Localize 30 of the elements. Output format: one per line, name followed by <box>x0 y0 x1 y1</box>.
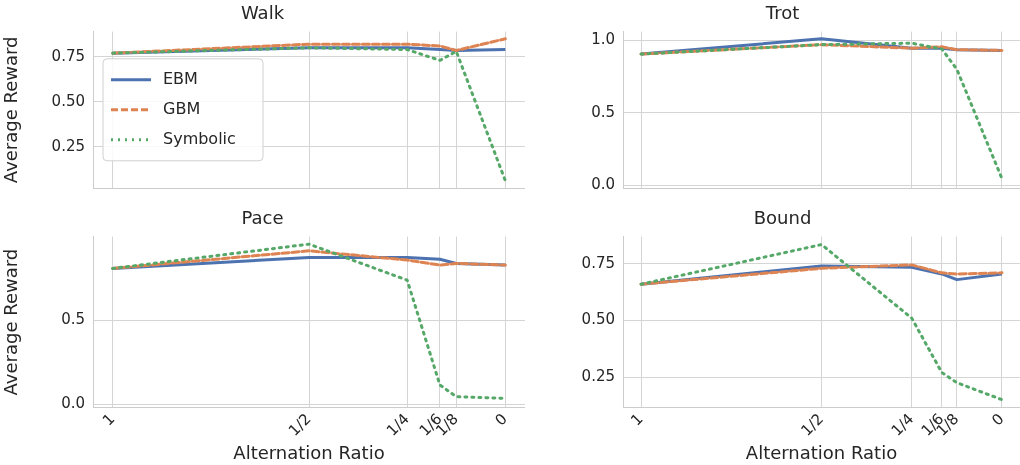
y-tick-label: 0.5 <box>61 310 85 329</box>
y-tick-label: 0.50 <box>51 91 85 110</box>
y-tick-label: 0.75 <box>51 46 85 65</box>
x-tick-label: 0 <box>988 409 1008 430</box>
x-tick-label: 1 <box>98 409 119 430</box>
chart-title: Pace <box>241 207 284 229</box>
y-tick-label: 0.25 <box>581 366 615 385</box>
x-tick-label: 1/2 <box>797 409 828 440</box>
chart-title: Bound <box>753 207 812 229</box>
y-tick-label: 0.25 <box>51 136 85 155</box>
y-tick-label: 1.0 <box>591 30 615 49</box>
legend-label: Symbolic <box>163 128 236 148</box>
x-axis-title: Alternation Ratio <box>745 441 898 463</box>
x-axis-title: Alternation Ratio <box>233 441 385 463</box>
y-tick-label: 0.50 <box>581 310 615 329</box>
x-tick-label: 1/4 <box>887 409 918 440</box>
y-axis-title: Average Reward <box>0 248 22 396</box>
x-tick-label: 1 <box>627 409 647 430</box>
legend-label: EBM <box>163 68 198 88</box>
x-tick-label: 0 <box>491 409 511 430</box>
x-tick-label: 1/4 <box>382 409 413 440</box>
legend-label: GBM <box>163 98 201 118</box>
y-tick-label: 0.75 <box>581 253 615 272</box>
chart-title: Trot <box>764 2 800 24</box>
y-tick-label: 0.5 <box>591 102 615 121</box>
y-tick-label: 0.0 <box>61 394 85 413</box>
x-tick-label: 1/2 <box>284 409 315 440</box>
chart-title: Walk <box>240 2 285 24</box>
y-axis-title: Average Reward <box>0 36 22 184</box>
y-tick-label: 0.0 <box>591 174 615 193</box>
